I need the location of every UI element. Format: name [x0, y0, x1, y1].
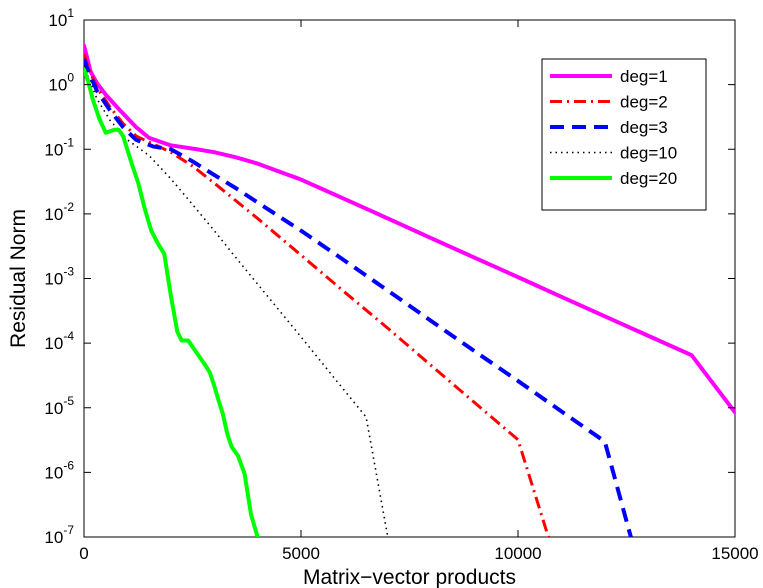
tick-layer: 0 5000 10000 15000 10-7 10-6 10-5 10-4 10-3 10-2 1… [44, 6, 758, 563]
y-tick-label: 10-2 [44, 200, 74, 224]
y-axis-label: Residual Norm [7, 209, 30, 348]
y-tick-label: 10-7 [44, 523, 74, 547]
legend: deg=1 deg=2 deg=3 deg=10 deg=20 [541, 58, 707, 211]
y-tick-label: 100 [48, 71, 74, 95]
legend-label-deg-20: deg=20 [620, 169, 677, 188]
series-line-deg-1 [84, 43, 735, 415]
series-layer [84, 43, 735, 537]
y-tick-label: 10-4 [44, 329, 74, 353]
y-tick-label: 10-6 [44, 458, 74, 482]
series-line-deg-3 [84, 58, 633, 537]
x-tick-label: 15000 [711, 544, 758, 563]
y-tick-label: 101 [48, 6, 74, 30]
legend-label-deg-3: deg=3 [620, 118, 668, 137]
y-tick-label: 10-3 [44, 265, 74, 289]
x-tick-label: 10000 [494, 544, 541, 563]
series-line-deg-10 [84, 64, 389, 537]
y-tick-label: 10-5 [44, 394, 74, 418]
x-tick-label: 5000 [282, 544, 320, 563]
legend-box [541, 58, 707, 211]
legend-label-deg-1: deg=1 [620, 67, 668, 86]
y-tick-label: 10-1 [44, 135, 74, 159]
series-line-deg-20 [84, 67, 260, 537]
legend-label-deg-10: deg=10 [620, 144, 677, 163]
x-axis-label: Matrix−vector products [303, 566, 516, 588]
x-tick-label: 0 [79, 544, 88, 563]
legend-label-deg-2: deg=2 [620, 93, 668, 112]
